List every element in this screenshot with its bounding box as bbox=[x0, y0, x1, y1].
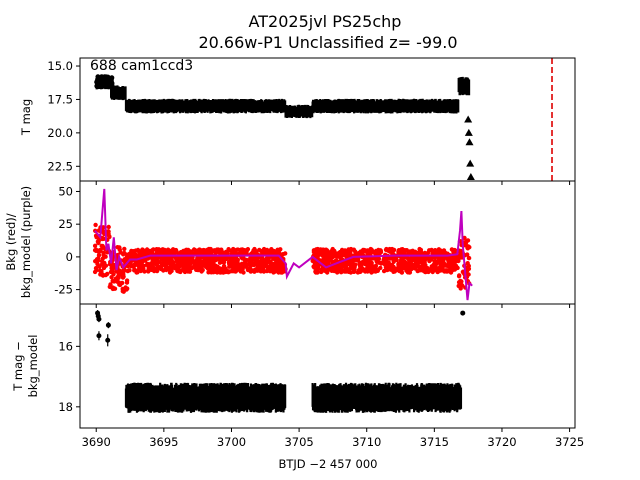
x-tick-label: 3695 bbox=[149, 435, 178, 449]
x-tick-label: 3705 bbox=[284, 435, 313, 449]
background-panel bbox=[92, 188, 473, 301]
x-axis-label: BTJD −2 457 000 bbox=[279, 457, 378, 471]
y-tick-label: 22.5 bbox=[47, 159, 73, 173]
p3-ylabel-line1: T mag − bbox=[11, 341, 25, 392]
lightcurve-point bbox=[95, 83, 101, 89]
x-tick-label: 3715 bbox=[420, 435, 449, 449]
corrected-point bbox=[105, 337, 111, 343]
x-tick-label: 3710 bbox=[352, 435, 381, 449]
x-tick-label: 3720 bbox=[487, 435, 516, 449]
y-tick-label: 0 bbox=[66, 250, 73, 264]
corrected-band-0 bbox=[124, 382, 287, 413]
lightcurve-panel bbox=[94, 58, 553, 181]
background-model-line bbox=[94, 188, 473, 301]
upper-limit-marker bbox=[466, 159, 475, 167]
lightcurve-point bbox=[102, 81, 108, 87]
panel-frame-1 bbox=[79, 57, 576, 182]
p1-ylabel: T mag bbox=[19, 99, 33, 136]
lightcurve-band-4 bbox=[311, 98, 460, 114]
lightcurve-point bbox=[95, 77, 101, 83]
x-tick-label: 3690 bbox=[82, 435, 111, 449]
y-tick-label: -25 bbox=[54, 283, 73, 297]
chart-title-line2: 20.66w-P1 Unclassified z= -99.0 bbox=[198, 33, 457, 52]
y-tick-label: 18 bbox=[58, 400, 73, 414]
chart-title-line1: AT2025jvl PS25chp bbox=[249, 12, 402, 31]
lightcurve-point bbox=[103, 74, 109, 80]
upper-limit-marker bbox=[464, 115, 473, 123]
x-tick-label: 3725 bbox=[555, 435, 584, 449]
lightcurve-point bbox=[108, 79, 114, 85]
y-tick-label: 17.5 bbox=[47, 92, 73, 106]
y-tick-label: 50 bbox=[58, 184, 73, 198]
corrected-point bbox=[96, 333, 102, 339]
x-tick-label: 3700 bbox=[217, 435, 246, 449]
p3-ylabel-line2: bkg_model bbox=[26, 335, 40, 398]
y-tick-label: 20.0 bbox=[47, 126, 73, 140]
corrected-point bbox=[105, 322, 111, 328]
lightcurve-band-2 bbox=[124, 98, 287, 114]
y-tick-label: 25 bbox=[58, 217, 73, 231]
p2-ylabel-line2: bkg_model (purple) bbox=[19, 186, 33, 298]
y-tick-label: 16 bbox=[58, 339, 73, 353]
lightcurve-band-5 bbox=[457, 76, 471, 96]
lightcurve-band-3 bbox=[284, 104, 314, 119]
upper-limit-marker bbox=[466, 172, 475, 180]
upper-limit-marker bbox=[464, 128, 473, 136]
panel-frame-2 bbox=[79, 180, 576, 305]
corrected-outlier-point bbox=[460, 310, 466, 316]
lightcurve-annotation: 688 cam1ccd3 bbox=[90, 58, 193, 74]
corrected-point bbox=[95, 313, 101, 319]
upper-limit-marker bbox=[465, 138, 474, 146]
p2-ylabel-line1: Bkg (red)/ bbox=[4, 213, 18, 270]
panel-frame-3 bbox=[79, 303, 576, 429]
lightcurve-band-1 bbox=[110, 85, 127, 101]
y-tick-label: 15.0 bbox=[47, 59, 73, 73]
corrected-band-1 bbox=[311, 382, 463, 413]
lightcurve-point bbox=[99, 74, 105, 80]
corrected-panel bbox=[95, 310, 466, 413]
